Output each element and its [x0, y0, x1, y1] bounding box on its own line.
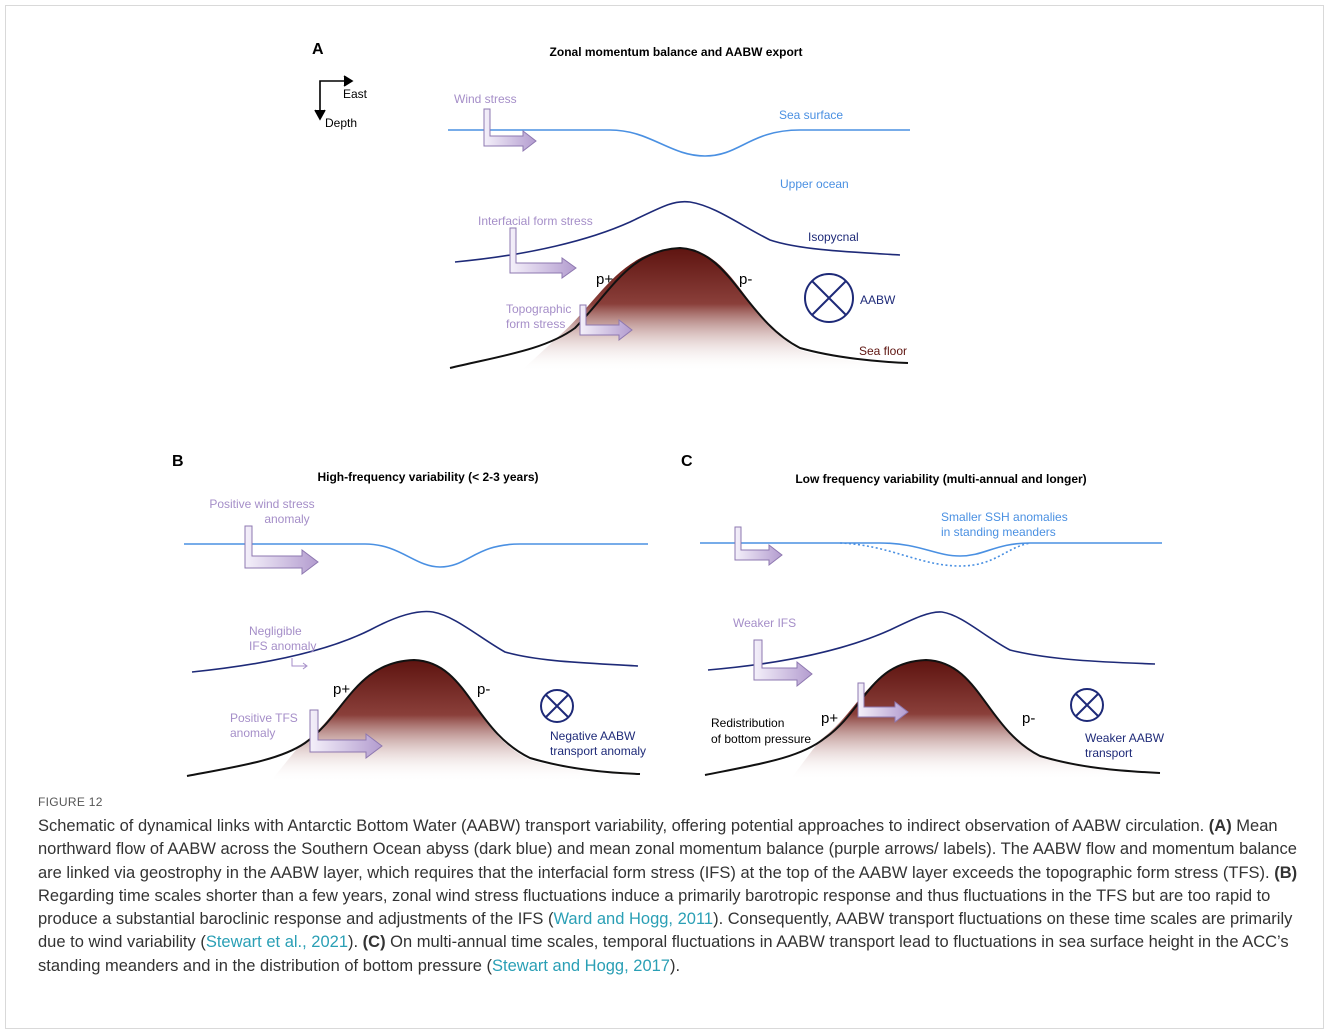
- ifs-label: Interfacial form stress: [478, 214, 593, 228]
- c-redistribution-label-line2: of bottom pressure: [711, 732, 811, 746]
- figure-frame: [5, 5, 1324, 1029]
- c-topography-mound: [790, 660, 1160, 780]
- c-ssh-label-line1: Smaller SSH anomalies: [941, 510, 1068, 524]
- b-aabw-label-line1: Negative AABW: [550, 729, 636, 743]
- upper-ocean-label: Upper ocean: [780, 177, 849, 191]
- isopycnal-line: [454, 200, 901, 263]
- panel-a-title: Zonal momentum balance and AABW export: [550, 45, 803, 59]
- c-aabw-into-page-icon: [1070, 688, 1104, 722]
- p-plus-label: p+: [596, 271, 613, 288]
- b-small-ifs-arrow-icon: [291, 658, 306, 667]
- caption-b-text3: ).: [348, 933, 363, 952]
- sea-surface-line: [448, 129, 910, 157]
- c-ifs-arrow-icon: [753, 639, 813, 688]
- c-ifs-label: Weaker IFS: [733, 616, 796, 630]
- isopycnal-label: Isopycnal: [808, 230, 859, 244]
- c-isopycnal-line: [707, 611, 1156, 671]
- caption-a-text: Mean northward flow of AABW across the S…: [38, 817, 1297, 882]
- panel-b-title: High-frequency variability (< 2-3 years): [317, 470, 538, 484]
- caption-b-tag: (B): [1274, 863, 1298, 882]
- compass-east-label: East: [343, 87, 368, 101]
- wind-stress-label: Wind stress: [454, 92, 517, 106]
- ifs-arrow-icon: [509, 227, 577, 279]
- caption-a-tag: (A): [1208, 817, 1232, 835]
- caption-c-text2: ).: [669, 956, 681, 975]
- c-ssh-anomaly-dotted-line: [839, 542, 1031, 567]
- c-aabw-label-line1: Weaker AABW: [1085, 731, 1165, 745]
- caption-b-text2: ). Consequently, AABW transport fluctuat…: [38, 910, 1293, 952]
- sea-floor-label: Sea floor: [859, 344, 907, 358]
- reference-link-stewart-2021[interactable]: Stewart et al., 2021: [205, 933, 348, 952]
- tfs-arrow-icon: [579, 304, 633, 342]
- c-tfs-arrow-icon: [857, 682, 909, 724]
- c-p-minus-label: p-: [1022, 710, 1035, 727]
- b-tfs-arrow-icon: [309, 709, 383, 759]
- sea-surface-label: Sea surface: [779, 108, 843, 122]
- panel-b: B High-frequency variability (< 2-3 year…: [172, 453, 648, 782]
- b-sea-surface-line: [184, 543, 648, 568]
- c-wind-arrow-icon: [734, 526, 783, 567]
- tfs-label-line2: form stress: [506, 317, 565, 331]
- b-aabw-into-page-icon: [540, 689, 574, 723]
- b-p-plus-label: p+: [333, 681, 350, 698]
- panel-c: C Low frequency variability (multi-annua…: [681, 453, 1165, 780]
- caption-text: Schematic of dynamical links with Antarc…: [38, 815, 1308, 978]
- b-aabw-label-line2: transport anomaly: [550, 744, 646, 758]
- panel-c-letter: C: [681, 453, 693, 470]
- b-topography-mound: [270, 660, 640, 782]
- wind-stress-arrow-icon: [483, 108, 537, 153]
- compass-depth-label: Depth: [325, 116, 357, 130]
- reference-link-ward-hogg[interactable]: Ward and Hogg, 2011: [553, 910, 714, 929]
- b-isopycnal-line: [191, 610, 639, 673]
- compass-icon: [314, 75, 354, 121]
- b-tfs-label-line1: Positive TFS: [230, 711, 298, 725]
- c-aabw-label-line2: transport: [1085, 746, 1133, 760]
- reference-link-stewart-hogg[interactable]: Stewart and Hogg, 2017: [492, 956, 670, 975]
- b-tfs-label-line2: anomaly: [230, 726, 275, 740]
- figure-diagram: A Zonal momentum balance and AABW export…: [172, 41, 1165, 782]
- c-redistribution-label-line1: Redistribution: [711, 716, 784, 730]
- sea-floor-line: [449, 246, 909, 369]
- panel-a-letter: A: [312, 41, 324, 58]
- c-sea-surface-line: [700, 542, 1162, 557]
- caption-c-tag: (C): [362, 933, 386, 952]
- tfs-label-line1: Topographic: [506, 302, 571, 316]
- caption-b-text: Regarding time scales shorter than a few…: [38, 886, 1271, 929]
- c-p-plus-label: p+: [821, 710, 838, 727]
- c-sea-floor-line: [704, 658, 1161, 776]
- p-minus-label: p-: [739, 271, 752, 288]
- aabw-label: AABW: [860, 293, 896, 307]
- figure-number: FIGURE 12: [38, 795, 103, 809]
- panel-c-title: Low frequency variability (multi-annual …: [795, 472, 1086, 486]
- b-sea-floor-line: [186, 658, 641, 777]
- b-ifs-label-line2: IFS anomaly: [249, 639, 316, 653]
- c-ssh-label-line2: in standing meanders: [941, 525, 1056, 539]
- caption-intro: Schematic of dynamical links with Antarc…: [38, 817, 1209, 835]
- b-ifs-label-line1: Negligible: [249, 624, 302, 638]
- aabw-into-page-icon: [804, 273, 854, 323]
- caption-c-text: On multi-annual time scales, temporal fl…: [38, 933, 1289, 975]
- panel-a: A Zonal momentum balance and AABW export…: [312, 41, 910, 372]
- topography-mound: [520, 248, 908, 372]
- b-wind-arrow-icon: [244, 525, 319, 575]
- panel-b-letter: B: [172, 453, 184, 470]
- b-wind-label-line2: anomaly: [264, 512, 309, 526]
- b-wind-label-line1: Positive wind stress: [209, 497, 314, 511]
- b-p-minus-label: p-: [477, 681, 490, 698]
- figure-caption: FIGURE 12 Schematic of dynamical links w…: [38, 795, 1308, 978]
